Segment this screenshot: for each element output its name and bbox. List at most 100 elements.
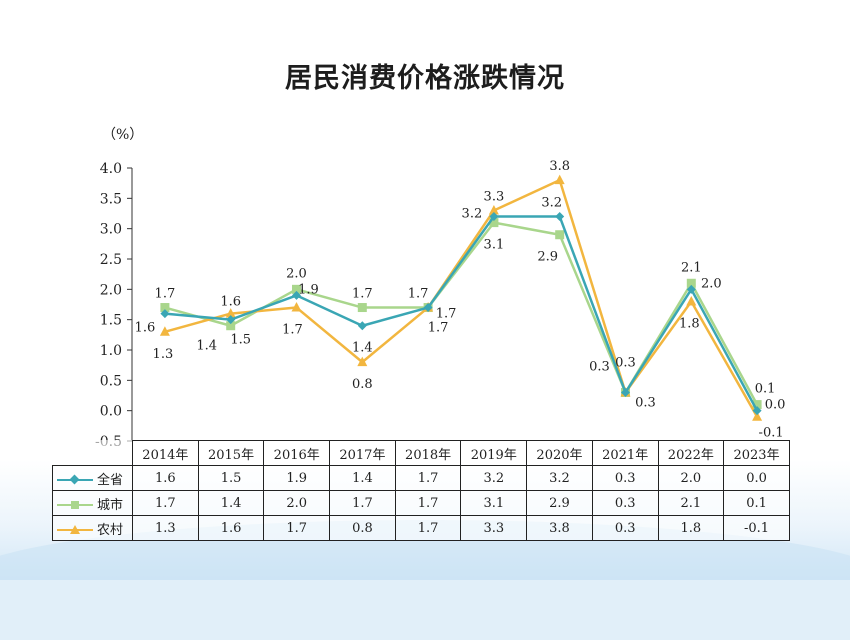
data-point-1-8 <box>686 278 696 288</box>
data-point-0-7 <box>621 387 630 397</box>
y-tick-label: 2.5 <box>100 252 122 268</box>
data-point-0-1 <box>226 315 236 325</box>
table-cell: 1.7 <box>394 490 462 516</box>
data-label-1-6: 2.9 <box>537 250 558 265</box>
data-label-2-8: 1.8 <box>679 316 700 331</box>
data-point-0-8 <box>686 284 696 294</box>
table-series-label: 农村 <box>52 515 133 541</box>
data-label-0-5: 3.2 <box>462 207 483 222</box>
table-cell: 3.1 <box>460 490 528 516</box>
data-point-0-0 <box>160 309 170 319</box>
table-cell: 0.8 <box>329 515 396 541</box>
table-cell: 1.7 <box>394 465 462 491</box>
data-point-0-2 <box>292 290 301 300</box>
table-cell: 0.3 <box>591 465 659 491</box>
table-cell: 3.3 <box>460 515 528 541</box>
data-label-2-5: 3.3 <box>484 189 505 204</box>
table-cell: 1.3 <box>132 515 199 541</box>
data-point-0-3 <box>357 321 367 331</box>
data-point-2-0 <box>159 326 170 336</box>
data-point-1-6 <box>555 230 565 240</box>
table-header-year: 2018年 <box>394 440 462 466</box>
table-cell: 0.3 <box>591 490 659 516</box>
table-cell: 1.4 <box>197 490 265 516</box>
data-point-1-9 <box>752 400 762 410</box>
y-tick-label: 3.5 <box>100 191 122 207</box>
table-cell: 1.8 <box>657 515 725 541</box>
table-cell: 2.1 <box>657 490 725 516</box>
data-label-0-7: 0.3 <box>589 359 610 374</box>
data-label-0-9: 0.0 <box>765 398 786 413</box>
data-label-1-7: 0.3 <box>615 355 636 370</box>
y-axis-unit: （%） <box>102 127 144 143</box>
data-label-0-8: 2.0 <box>701 276 722 291</box>
data-point-2-2 <box>291 302 302 312</box>
table-header-year: 2023年 <box>723 440 790 466</box>
table-header-year: 2014年 <box>132 440 199 466</box>
series-name: 全省 <box>97 472 124 488</box>
data-point-2-1 <box>225 308 236 318</box>
table-header-row: 2014年 2015年 2016年 2017年 2018年 2019年 2020年 2021年… <box>52 440 790 466</box>
data-label-0-2: 1.9 <box>298 282 319 297</box>
y-tick-label: 3.0 <box>100 222 122 238</box>
table-cell: 2.0 <box>657 465 725 491</box>
table-cell: 2.9 <box>526 490 593 516</box>
data-point-0-6 <box>555 212 565 222</box>
table-header-year: 2019年 <box>460 440 528 466</box>
y-tick-label: 2.0 <box>100 282 122 298</box>
data-label-2-6: 3.8 <box>549 159 570 174</box>
data-label-0-0: 1.6 <box>135 321 156 336</box>
data-label-1-2: 2.0 <box>286 266 307 281</box>
table-header-year: 2017年 <box>329 440 396 466</box>
table-cell: 1.4 <box>329 465 396 491</box>
data-label-1-0: 1.7 <box>155 287 176 302</box>
data-label-0-1: 1.5 <box>230 333 251 348</box>
data-point-0-5 <box>489 212 499 222</box>
data-point-0-4 <box>423 303 433 313</box>
data-point-1-5 <box>489 218 499 228</box>
legend-swatch-icon <box>57 474 93 486</box>
data-point-1-0 <box>160 303 170 313</box>
data-point-2-5 <box>488 204 499 215</box>
data-point-2-3 <box>357 356 368 367</box>
data-point-1-3 <box>357 303 367 313</box>
table-row: 农村 1.3 1.6 1.7 0.8 1.7 3.3 3.8 0.3 1.8 -0.1 <box>52 515 790 541</box>
series-name: 城市 <box>97 497 124 513</box>
table-cell: 1.6 <box>132 465 199 491</box>
y-tick-label: 0.5 <box>100 373 122 389</box>
data-label-1-8: 2.1 <box>681 260 702 275</box>
table-cell: 0.3 <box>591 515 659 541</box>
data-label-0-3: 1.4 <box>352 341 373 356</box>
table-cell: 0.1 <box>723 490 790 516</box>
chart-title: 居民消费价格涨跌情况 <box>285 63 565 94</box>
table-cell: 1.6 <box>197 515 265 541</box>
series-line-0 <box>164 215 759 412</box>
table-cell: 3.8 <box>526 515 593 541</box>
table-cell: 1.7 <box>329 490 396 516</box>
table-cell: -0.1 <box>723 515 790 541</box>
data-table: 2014年 2015年 2016年 2017年 2018年 2019年 2020年 2021年… <box>52 440 790 541</box>
table-header-year: 2022年 <box>657 440 725 466</box>
table-cell: 0.0 <box>723 465 790 491</box>
data-label-0-4: 1.7 <box>436 307 457 322</box>
table-header-year: 2015年 <box>197 440 265 466</box>
data-point-0-9 <box>752 406 762 416</box>
data-label-2-2: 1.7 <box>282 323 303 338</box>
legend-swatch-icon <box>57 524 93 536</box>
table-cell: 2.0 <box>263 490 331 516</box>
table-cell: 1.9 <box>263 465 331 491</box>
table-header-year: 2016年 <box>263 440 331 466</box>
table-cell: 1.7 <box>394 515 462 541</box>
data-label-0-6: 3.2 <box>541 196 562 211</box>
data-label-2-9: -0.1 <box>759 426 784 441</box>
data-label-2-0: 1.3 <box>153 347 174 362</box>
data-label-1-4: 1.7 <box>408 287 429 302</box>
table-cell: 1.5 <box>197 465 265 491</box>
legend-swatch-icon <box>57 499 93 511</box>
data-label-1-9: 0.1 <box>755 382 776 397</box>
data-point-1-2 <box>292 284 301 294</box>
data-label-1-3: 1.7 <box>352 287 373 302</box>
series-line-1 <box>164 221 759 406</box>
table-cell: 1.7 <box>263 515 331 541</box>
table-series-label: 全省 <box>52 465 133 491</box>
